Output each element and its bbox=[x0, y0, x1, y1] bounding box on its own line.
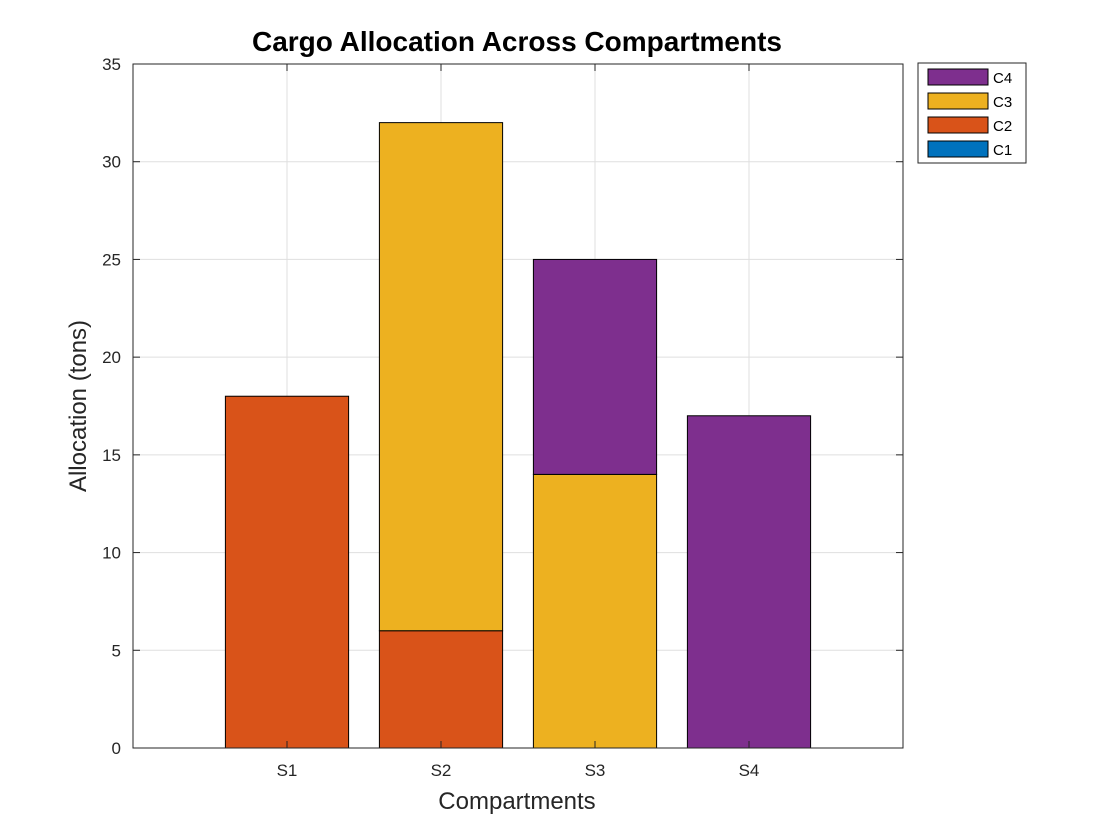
legend-swatch-c3 bbox=[927, 92, 989, 110]
bar-s3-c3 bbox=[532, 473, 658, 749]
bar-s2-c2 bbox=[378, 630, 504, 749]
y-tick-label: 10 bbox=[102, 544, 121, 563]
x-tick-label-s1: S1 bbox=[277, 761, 298, 780]
bar-s2-c3 bbox=[378, 122, 504, 632]
x-tick-label-s3: S3 bbox=[585, 761, 606, 780]
legend-swatch-c4 bbox=[927, 68, 989, 86]
legend-swatch-c1 bbox=[927, 140, 989, 158]
chart-title: Cargo Allocation Across Compartments bbox=[252, 26, 782, 57]
y-tick-labels: 0 5 10 15 20 25 30 35 bbox=[102, 55, 903, 758]
legend-label-c2: C2 bbox=[993, 118, 1012, 135]
legend-swatch-c2 bbox=[927, 116, 989, 134]
y-tick-label: 30 bbox=[102, 153, 121, 172]
legend-label-c4: C4 bbox=[993, 70, 1012, 87]
y-axis-title: Allocation (tons) bbox=[65, 320, 92, 492]
y-tick-label: 35 bbox=[102, 55, 121, 74]
x-axis-title: Compartments bbox=[438, 788, 595, 815]
y-tick-label: 0 bbox=[112, 739, 121, 758]
bars bbox=[224, 122, 812, 749]
bar-s3-c4 bbox=[532, 258, 658, 475]
x-tick-label-s4: S4 bbox=[739, 761, 760, 780]
legend-label-c3: C3 bbox=[993, 94, 1012, 111]
legend: C4 C3 C2 C1 bbox=[917, 62, 1027, 164]
bar-s1-c2 bbox=[224, 395, 350, 749]
bar-s4-c4 bbox=[686, 415, 812, 749]
y-tick-label: 15 bbox=[102, 446, 121, 465]
x-tick-labels: S1 S2 S3 S4 bbox=[277, 64, 760, 780]
plot-frame bbox=[132, 63, 904, 749]
y-tick-label: 20 bbox=[102, 348, 121, 367]
x-tick-label-s2: S2 bbox=[431, 761, 452, 780]
y-tick-label: 5 bbox=[112, 641, 121, 660]
legend-label-c1: C1 bbox=[993, 142, 1012, 159]
y-tick-label: 25 bbox=[102, 250, 121, 269]
